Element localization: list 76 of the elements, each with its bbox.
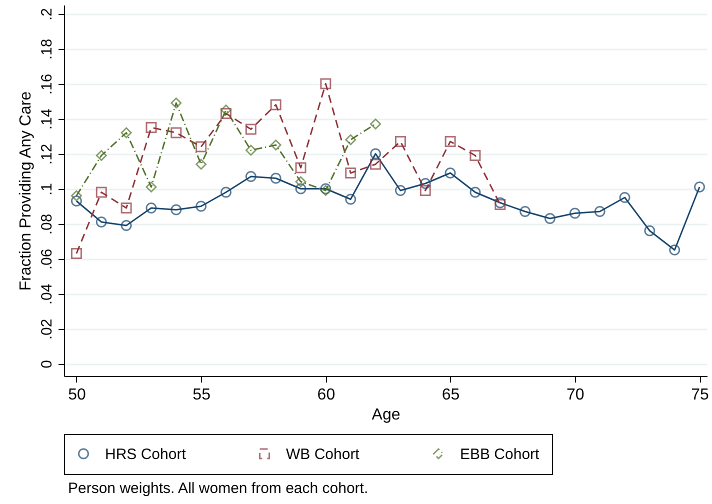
- point: [245, 124, 256, 135]
- text: Person weights. All women from each cohort.: [68, 480, 368, 497]
- y-tick-label: .1: [38, 182, 56, 196]
- y-tick-label: .16: [38, 74, 56, 95]
- point: [619, 192, 630, 203]
- point: [420, 185, 431, 196]
- legend-label: WB Cohort: [286, 446, 360, 463]
- point: [370, 118, 382, 130]
- point: [320, 78, 332, 90]
- point: [220, 104, 232, 116]
- point: [146, 182, 157, 192]
- x-tick-label: 70: [566, 386, 584, 404]
- x-tick-label: 60: [317, 386, 336, 404]
- point: [270, 99, 282, 110]
- point: [220, 186, 232, 198]
- point: [444, 168, 456, 178]
- point: [295, 176, 306, 188]
- point: [345, 168, 356, 178]
- point: [444, 136, 456, 147]
- point: [245, 171, 256, 182]
- point: [146, 122, 157, 133]
- y-tick-label: .02: [38, 318, 56, 340]
- point: [520, 206, 531, 217]
- legend-label: HRS Cohort: [105, 446, 187, 463]
- point: [370, 148, 382, 160]
- point: [470, 186, 481, 198]
- point: [394, 136, 406, 147]
- point: [345, 194, 356, 205]
- point: [196, 141, 207, 152]
- y-tick-label: .12: [38, 144, 56, 165]
- x-tick-label: 50: [68, 386, 86, 404]
- x-tick-label: 55: [192, 386, 211, 404]
- point: [669, 244, 680, 256]
- point: [96, 150, 107, 161]
- point: [345, 134, 356, 146]
- y-tick-label: .04: [38, 284, 56, 305]
- point: [146, 202, 157, 214]
- point: [120, 202, 132, 214]
- point: [70, 190, 82, 202]
- point: [120, 127, 132, 138]
- point: [196, 158, 207, 170]
- point: [70, 196, 82, 206]
- x-tick-label: 75: [691, 386, 710, 404]
- point: [196, 200, 207, 212]
- y-tick-label: .18: [38, 38, 56, 60]
- point: [295, 183, 306, 194]
- point: [594, 206, 606, 217]
- point: [96, 216, 107, 228]
- point: [245, 144, 256, 156]
- point: [470, 150, 481, 161]
- y-tick-label: .08: [38, 214, 56, 235]
- point: [170, 98, 182, 108]
- point: [170, 127, 182, 138]
- point: [420, 178, 431, 189]
- point: [295, 162, 306, 174]
- point: [394, 185, 406, 196]
- y-tick-label: .14: [38, 108, 56, 130]
- y-tick-label: .2: [38, 8, 56, 21]
- point: [694, 182, 706, 192]
- point: [270, 172, 282, 184]
- point: [170, 204, 182, 216]
- x-tick-label: 65: [442, 386, 460, 404]
- y-tick-label: 0: [38, 360, 56, 368]
- legend-label: EBB Cohort: [460, 446, 540, 463]
- point: [70, 248, 82, 259]
- point: [544, 213, 556, 224]
- point: [569, 208, 580, 219]
- x-axis-title: Age: [372, 406, 400, 424]
- point: [96, 186, 107, 198]
- point: [370, 158, 382, 170]
- y-axis-title: Fraction Providing Any Care: [18, 91, 34, 291]
- point: [120, 220, 132, 231]
- point: [644, 225, 656, 236]
- point: [220, 108, 232, 119]
- y-tick-label: .06: [38, 248, 56, 270]
- point: [270, 140, 282, 150]
